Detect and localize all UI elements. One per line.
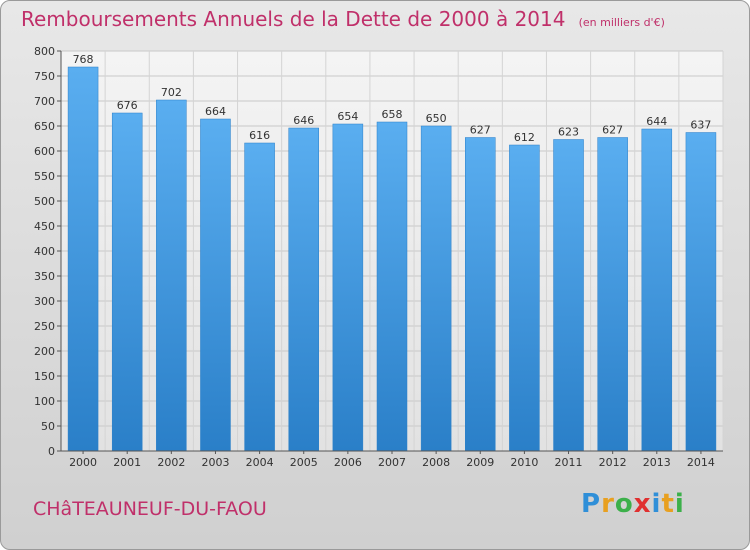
x-tick-label: 2011 (555, 456, 583, 469)
y-tick-label: 450 (34, 220, 55, 233)
x-tick-label: 2004 (246, 456, 274, 469)
bar-value-label: 627 (602, 124, 623, 137)
chart-title: Remboursements Annuels de la Dette de 20… (21, 7, 665, 31)
x-tick-label: 2005 (290, 456, 318, 469)
y-tick-label: 350 (34, 270, 55, 283)
bar (376, 121, 408, 452)
chart-title-text: Remboursements Annuels de la Dette de 20… (21, 7, 566, 31)
x-tick-label: 2008 (422, 456, 450, 469)
x-tick-label: 2001 (113, 456, 141, 469)
logo-letter: o (614, 489, 634, 519)
y-tick-label: 300 (34, 295, 55, 308)
logo-letter: P (581, 489, 602, 519)
bar (509, 144, 540, 452)
bar (332, 123, 364, 452)
bar-value-label: 654 (337, 110, 358, 123)
y-tick-label: 500 (34, 195, 55, 208)
y-tick-label: 600 (34, 145, 55, 158)
bar (200, 118, 231, 452)
logo-letter: x (633, 489, 652, 519)
y-tick-label: 250 (34, 320, 55, 333)
y-tick-label: 550 (34, 170, 55, 183)
bar-value-label: 637 (690, 119, 711, 132)
y-tick-label: 650 (34, 120, 55, 133)
x-tick-label: 2012 (599, 456, 627, 469)
bar-value-label: 627 (470, 124, 491, 137)
bar-value-label: 612 (514, 131, 535, 144)
y-tick-label: 400 (34, 245, 55, 258)
y-tick-label: 100 (34, 395, 55, 408)
plot-area: 0 50 100 150 200 250 300 350 400 450 500 550 600 650 7… (34, 45, 724, 469)
bar (553, 139, 584, 452)
x-tick-label: 2007 (378, 456, 406, 469)
y-tick-label: 800 (34, 45, 55, 58)
x-tick-label: 2006 (334, 456, 362, 469)
chart-unit: (en milliers d'€) (578, 16, 665, 29)
bar-value-label: 616 (249, 129, 270, 142)
logo-letter: r (601, 489, 615, 519)
bar (244, 142, 275, 452)
bar (156, 99, 187, 452)
bar (597, 137, 628, 452)
y-tick-label: 700 (34, 95, 55, 108)
x-tick-label: 2003 (201, 456, 229, 469)
x-tick-label: 2010 (510, 456, 538, 469)
y-tick-label: 150 (34, 370, 55, 383)
bar-value-label: 650 (426, 112, 447, 125)
bar-value-label: 658 (382, 108, 403, 121)
bar-value-label: 676 (117, 99, 138, 112)
bar (111, 112, 143, 452)
bar (641, 128, 673, 452)
commune-name: CHâTEAUNEUF-DU-FAOU (33, 498, 267, 520)
bar-value-label: 623 (558, 126, 579, 139)
bar (420, 125, 452, 452)
y-tick-label: 750 (34, 70, 55, 83)
x-tick-label: 2000 (69, 456, 97, 469)
bar (465, 137, 496, 452)
bar-value-label: 702 (161, 86, 182, 99)
y-tick-label: 0 (48, 445, 55, 458)
x-tick-label: 2002 (157, 456, 185, 469)
logo-letter: t (661, 489, 675, 519)
bar-value-label: 646 (293, 114, 314, 127)
logo-letter: i (674, 489, 685, 519)
logo-letter: i (651, 489, 662, 519)
bar (67, 66, 99, 452)
bar (685, 132, 717, 452)
x-tick-label: 2013 (643, 456, 671, 469)
y-tick-label: 50 (41, 420, 55, 433)
proxiti-logo: Proxiti (581, 489, 685, 519)
bar-value-label: 644 (646, 115, 667, 128)
bar-value-label: 664 (205, 105, 226, 118)
bar (288, 127, 319, 452)
y-tick-label: 200 (34, 345, 55, 358)
bar-value-label: 768 (73, 53, 94, 66)
x-tick-label: 2009 (466, 456, 494, 469)
x-tick-label: 2014 (687, 456, 715, 469)
